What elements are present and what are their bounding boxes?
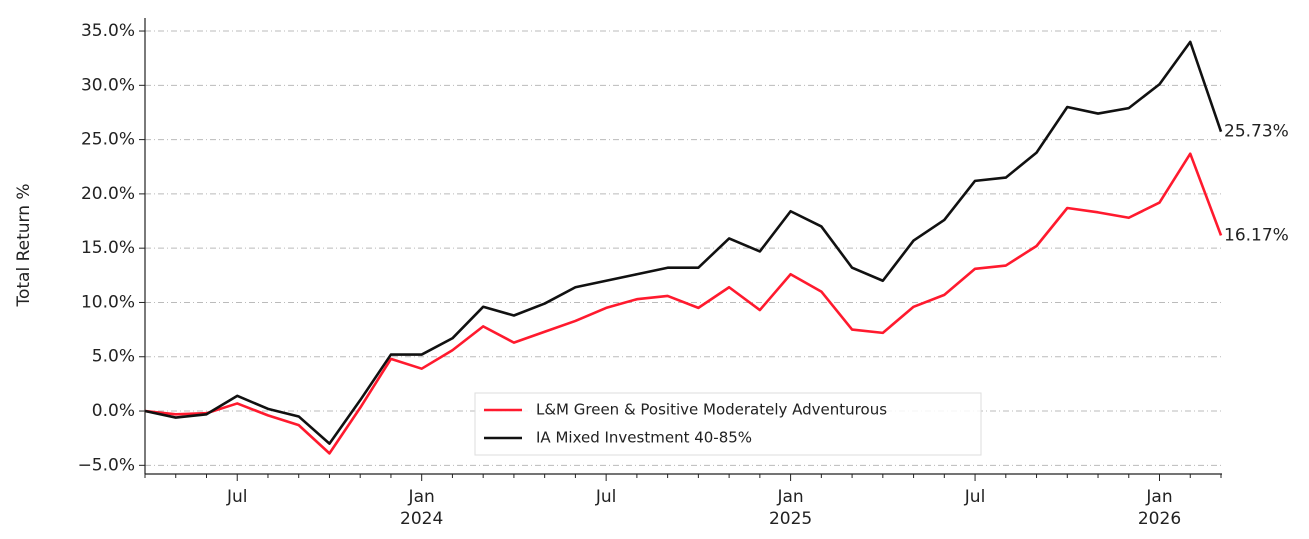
end-value-label: 16.17%	[1224, 225, 1289, 245]
y-axis-label: Total Return %	[14, 183, 34, 307]
y-tick-label: 30.0%	[81, 75, 135, 95]
y-tick-label: 10.0%	[81, 292, 135, 312]
series-line	[144, 152, 1223, 455]
end-value-label: 25.73%	[1224, 122, 1289, 142]
legend-label: IA Mixed Investment 40-85%	[536, 429, 752, 447]
y-tick-label: 35.0%	[81, 21, 135, 41]
x-tick-label: Jul	[964, 487, 986, 507]
y-tick-label: 25.0%	[81, 130, 135, 150]
y-tick-label: 0.0%	[92, 401, 135, 421]
legend-box	[474, 392, 982, 456]
legend-label: L&M Green & Positive Moderately Adventur…	[536, 401, 887, 419]
x-tick-label: Jan 2024	[400, 487, 444, 529]
x-tick-label: Jan 2026	[1137, 487, 1182, 529]
x-tick-label: Jul	[595, 487, 617, 507]
y-tick-label: 20.0%	[81, 184, 135, 204]
x-tick-label: Jul	[226, 487, 248, 507]
x-tick-label: Jan 2025	[768, 487, 813, 529]
y-tick-label: −5.0%	[78, 455, 135, 475]
y-tick-label: 5.0%	[92, 347, 135, 367]
y-tick-label: 15.0%	[81, 238, 135, 258]
series-line	[144, 40, 1223, 445]
legend: L&M Green & Positive Moderately Adventur…	[474, 392, 982, 456]
